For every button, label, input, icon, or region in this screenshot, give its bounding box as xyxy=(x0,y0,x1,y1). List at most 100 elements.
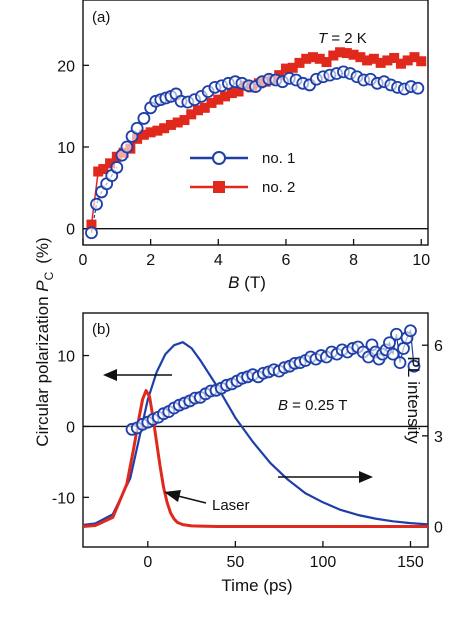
laser-pulse-curve xyxy=(82,389,428,528)
series-no2-point xyxy=(389,52,400,63)
panel-b-label: (b) xyxy=(92,321,110,338)
panel-b: (b) B = 0.25 T 0 50 100 150 -10 0 10 0 3 6 Lase… xyxy=(52,312,443,595)
right-y-tick-label: 3 xyxy=(434,429,443,446)
series-no2-point xyxy=(138,129,149,140)
y-tick-label: 10 xyxy=(57,140,75,157)
series-no2-point xyxy=(348,49,359,60)
legend-marker-no1 xyxy=(212,151,226,165)
laser-arrow xyxy=(164,490,207,504)
panel-a-frame xyxy=(82,0,429,246)
x-tick-label: 50 xyxy=(226,554,244,571)
x-tick-label: 8 xyxy=(349,252,358,269)
panel-a-label: (a) xyxy=(92,9,110,26)
y-label-subscript: C xyxy=(42,271,56,280)
series-no2-point xyxy=(226,88,237,99)
series-no2-point xyxy=(301,53,312,64)
legend-marker-no2 xyxy=(213,181,225,193)
series-no2-point xyxy=(172,117,183,128)
series-no2-point xyxy=(206,97,217,108)
series-no2-point xyxy=(152,125,163,136)
left-axis-arrow xyxy=(103,369,172,381)
polarization-point xyxy=(404,324,417,338)
x-tick-label: 0 xyxy=(79,252,88,269)
annotation-T-symbol: T xyxy=(318,30,329,47)
series-no2-point xyxy=(314,53,325,64)
x-tick-label: 4 xyxy=(214,252,223,269)
series-no2-point xyxy=(382,55,393,66)
panel-a-x-ticks: 0 2 4 6 8 10 xyxy=(79,239,430,269)
panel-a-temperature-annotation: T = 2 K xyxy=(318,30,367,47)
y-label-symbol: P xyxy=(33,280,52,292)
panel-b-y-ticks: -10 0 10 xyxy=(52,349,89,507)
legend-label-no2: no. 2 xyxy=(262,179,295,196)
right-y-tick-label: 0 xyxy=(434,519,443,536)
series-no2-point xyxy=(213,94,224,105)
y-tick-label: 10 xyxy=(57,349,75,366)
annotation-B-symbol: B xyxy=(278,397,288,414)
x-label-symbol: B xyxy=(228,273,239,292)
panel-b-right-axis-label: PL intensity xyxy=(404,356,423,444)
x-tick-label: 6 xyxy=(281,252,290,269)
series-no2-point xyxy=(409,52,420,63)
series-no2-point xyxy=(362,55,373,66)
x-tick-label: 100 xyxy=(310,554,337,571)
series-no2-point xyxy=(294,57,305,68)
shared-y-axis-label: Circular polarization PC (%) xyxy=(33,237,56,446)
series-no2-point xyxy=(220,91,231,102)
x-tick-label: 10 xyxy=(412,252,430,269)
y-tick-label: -10 xyxy=(52,490,75,507)
polarization-point xyxy=(397,342,410,355)
polarization-point xyxy=(393,356,407,370)
panel-b-right-y-ticks: 0 3 6 xyxy=(422,338,443,536)
series-no1-point xyxy=(411,81,425,95)
series-no2-point xyxy=(368,53,379,64)
panel-b-field-annotation: B = 0.25 T xyxy=(278,397,347,414)
series-no2-point xyxy=(93,166,104,177)
series-no1-point xyxy=(90,197,103,211)
y-label-unit: (%) xyxy=(33,237,52,263)
x-tick-label: 0 xyxy=(143,554,152,571)
panel-a: (a) T = 2 K 0 2 4 6 8 10 0 10 20 no. 1 no. 2 B … xyxy=(57,0,430,292)
series-no2-point xyxy=(199,102,210,113)
laser-label: Laser xyxy=(212,497,250,514)
right-y-tick-label: 6 xyxy=(434,338,443,355)
series-no2-point xyxy=(416,56,427,67)
series-no2-point xyxy=(193,105,203,116)
series-no2-point xyxy=(355,52,366,63)
series-no1-point xyxy=(110,161,124,174)
series-no2-point xyxy=(395,58,406,69)
series-no2-point xyxy=(280,63,291,74)
series-no2-point xyxy=(321,57,332,68)
y-tick-label: 0 xyxy=(66,419,75,436)
polarization-point xyxy=(407,359,421,373)
y-label-main: Circular polarization xyxy=(33,292,52,447)
series-no2-point xyxy=(159,123,170,134)
panel-b-x-axis-label: Time (ps) xyxy=(221,576,292,595)
series-no2-point xyxy=(308,52,318,63)
series-no2-point xyxy=(287,62,298,73)
series-no2-point xyxy=(233,86,244,97)
series-no1-point xyxy=(130,121,144,135)
y-tick-label: 0 xyxy=(66,222,75,239)
series-no1-point xyxy=(120,140,134,154)
series-no2-point xyxy=(341,48,352,59)
series-no2-point xyxy=(165,119,176,130)
series-no2-point xyxy=(98,164,109,175)
polarization-point xyxy=(383,336,396,350)
series-no2-point xyxy=(402,55,413,66)
polarization-point xyxy=(386,347,400,361)
x-tick-label: 2 xyxy=(146,252,155,269)
annotation-B-value: = 0.25 T xyxy=(288,397,347,414)
series-no2-point xyxy=(328,50,339,61)
series-no1-point xyxy=(85,226,98,240)
annotation-T-value: = 2 K xyxy=(327,30,367,47)
x-label-unit: (T) xyxy=(239,273,265,292)
panel-a-y-ticks: 0 10 20 xyxy=(57,58,89,239)
polarization-point xyxy=(390,327,403,341)
y-tick-label: 20 xyxy=(57,58,75,75)
series-no2-point xyxy=(375,57,386,68)
series-no1-point xyxy=(137,112,151,125)
panel-a-series xyxy=(85,47,427,240)
series-no2-point xyxy=(105,158,116,169)
